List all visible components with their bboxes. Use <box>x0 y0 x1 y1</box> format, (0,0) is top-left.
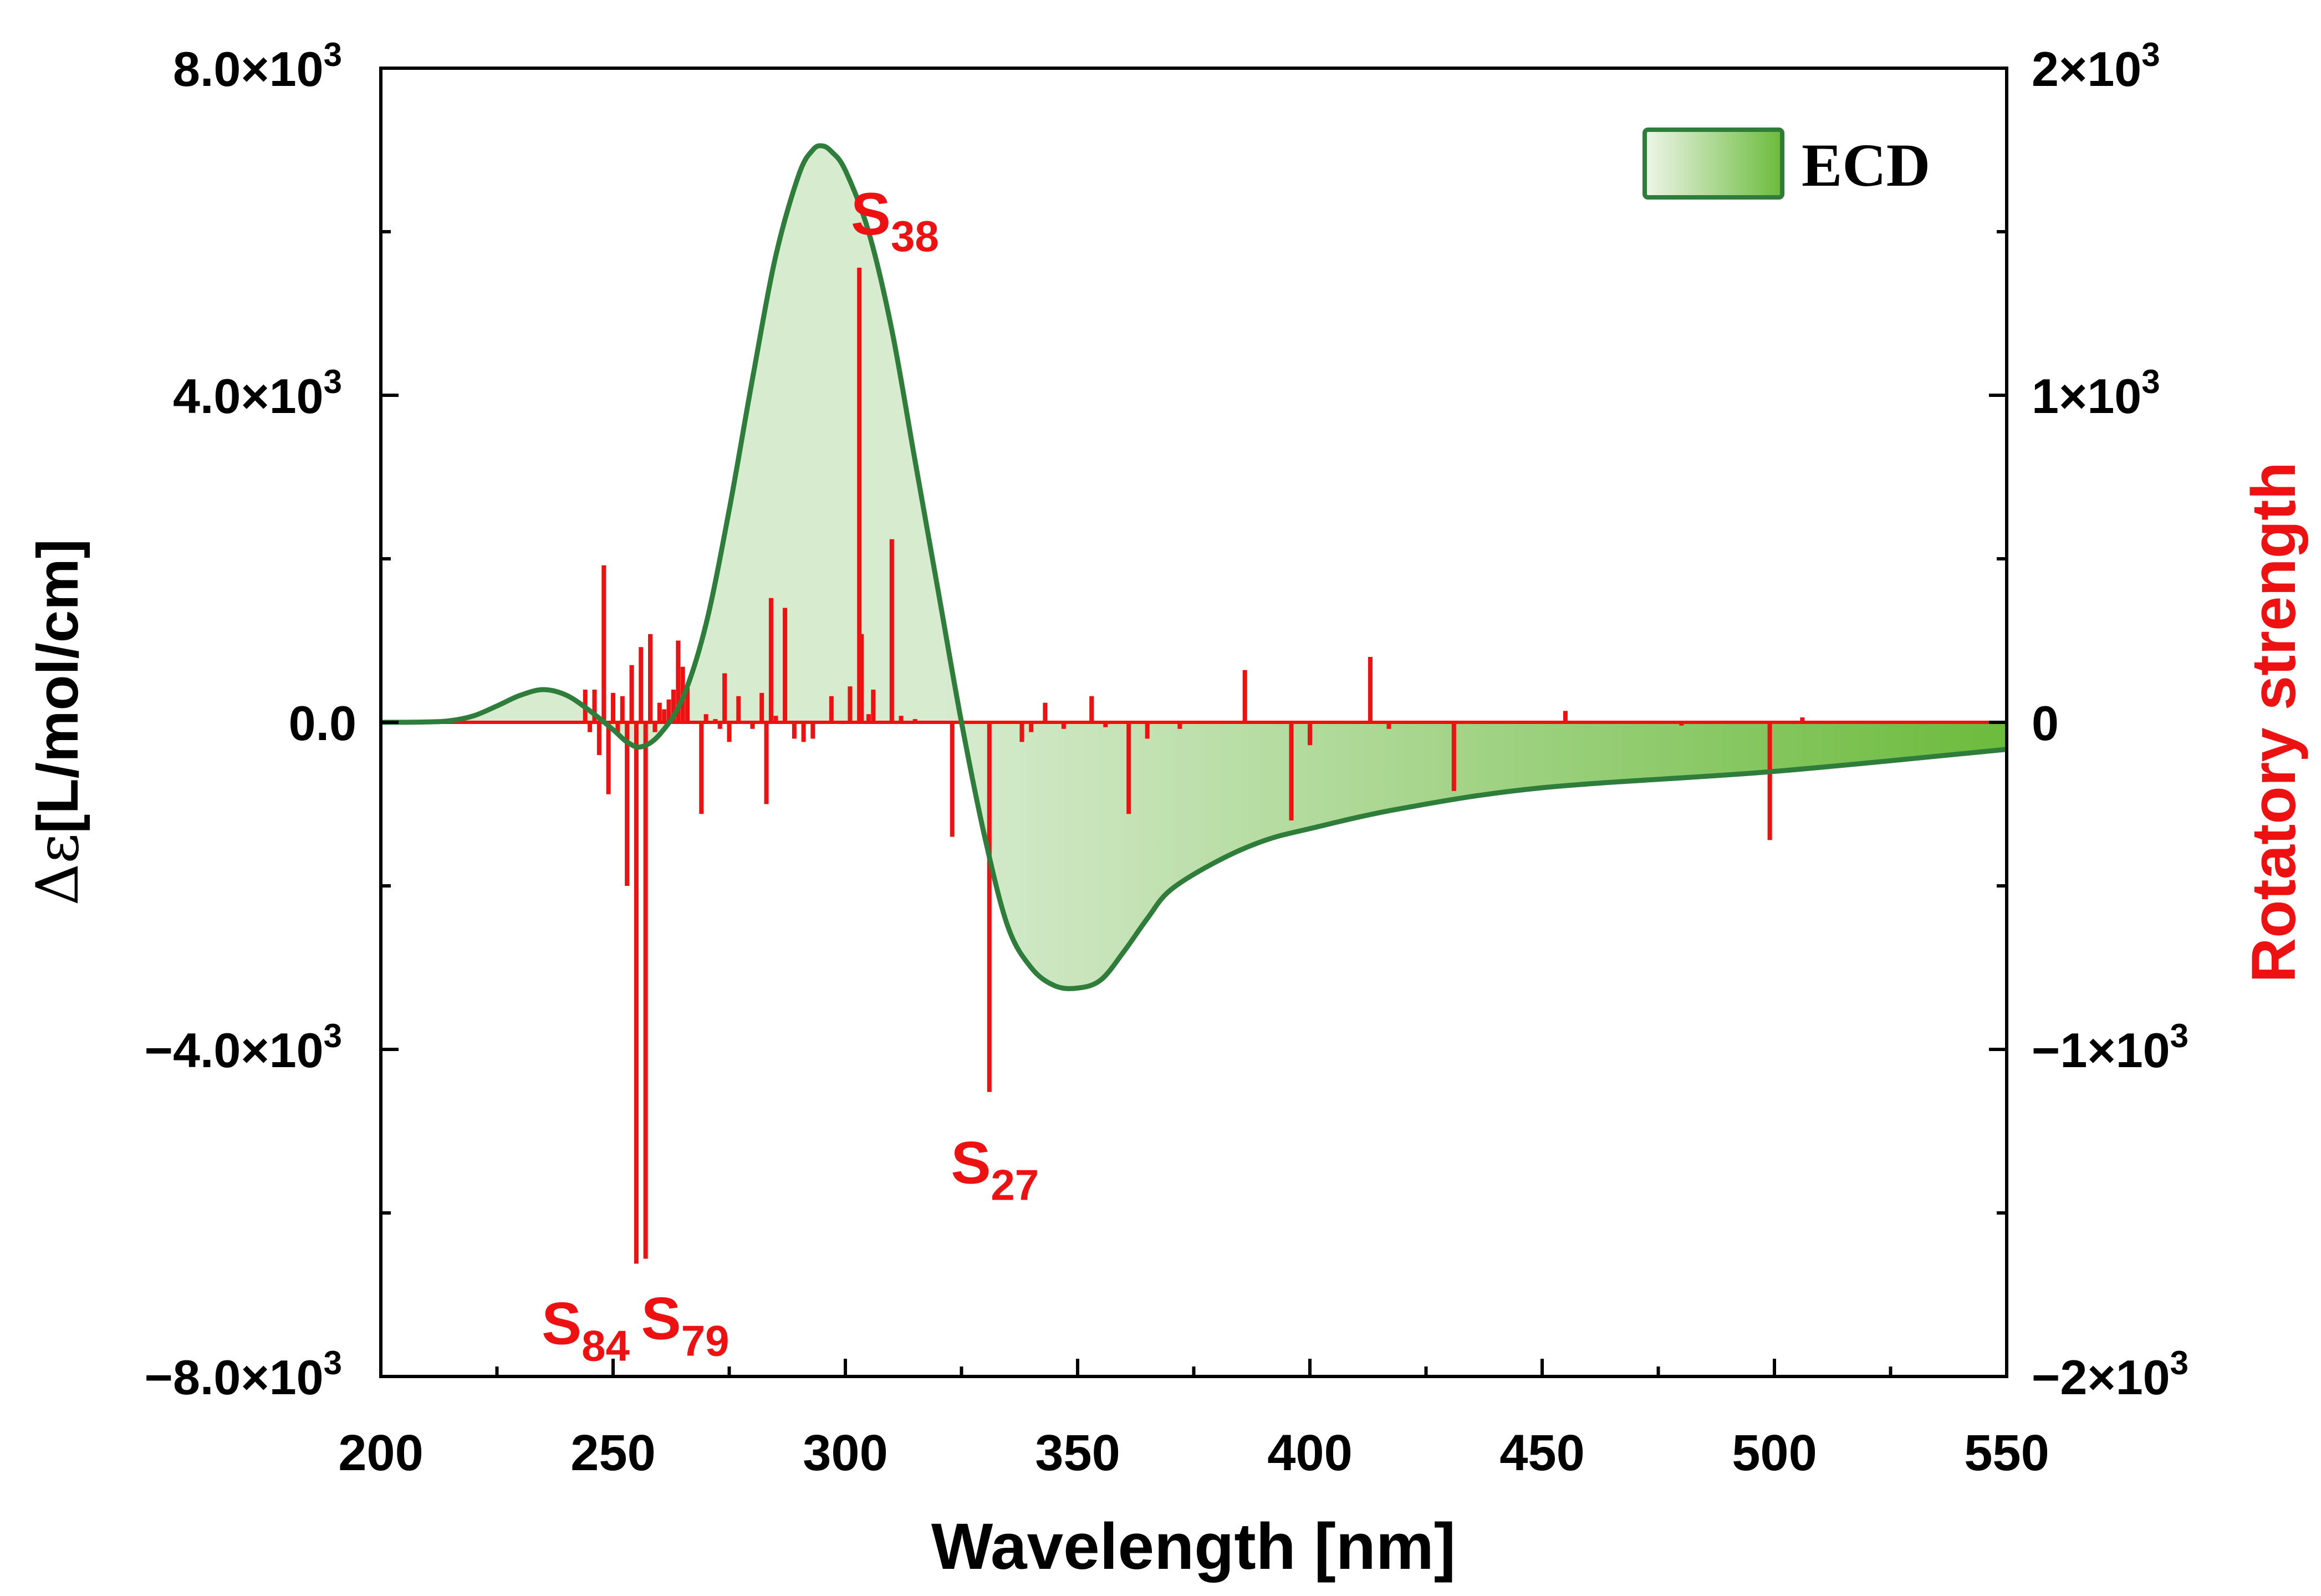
right-tick-label: −1×103 <box>2032 1017 2189 1078</box>
right-tick-label-exponent: 3 <box>2170 1017 2189 1054</box>
right-axis-title: Rotatory strength <box>2239 462 2308 983</box>
left-tick-label-mantissa: 0.0 <box>289 696 356 751</box>
annotation-base: S <box>951 1129 991 1196</box>
right-tick-label: 1×103 <box>2032 363 2160 424</box>
x-tick-label: 250 <box>570 1425 656 1481</box>
right-tick-label-mantissa: −2×10 <box>2032 1350 2170 1405</box>
annotation-subscript: 27 <box>991 1161 1039 1210</box>
left-tick-label-mantissa: −4.0×10 <box>145 1023 324 1078</box>
left-axis-title-unit: [L/mol/cm] <box>25 539 90 833</box>
left-axis-title-symbol: Δε <box>24 833 91 905</box>
right-tick-label: −2×103 <box>2032 1344 2189 1405</box>
annotation-subscript: 84 <box>581 1321 630 1370</box>
right-tick-label-exponent: 3 <box>2141 36 2160 73</box>
annotation-base: S <box>851 180 891 247</box>
x-tick-label: 200 <box>338 1425 424 1481</box>
annotation-base: S <box>542 1289 581 1357</box>
left-tick-label: 4.0×103 <box>173 363 342 424</box>
left-tick-label-mantissa: −8.0×10 <box>145 1350 324 1405</box>
annotation-s79: S79 <box>641 1285 730 1365</box>
left-tick-label: −4.0×103 <box>145 1017 342 1078</box>
legend-swatch <box>1642 128 1784 200</box>
right-tick-label: 0 <box>2032 696 2059 751</box>
left-tick-label-mantissa: 8.0×10 <box>173 42 324 96</box>
x-tick-label: 300 <box>803 1425 888 1481</box>
left-tick-label-exponent: 3 <box>324 363 342 400</box>
x-axis-ticks: 200 250 300 350 400 450 500 550 <box>338 1359 2049 1481</box>
legend-label: ECD <box>1802 131 1930 199</box>
ecd-area-fill <box>381 145 2007 989</box>
left-tick-label-exponent: 3 <box>324 36 342 73</box>
legend: ECD <box>1642 128 1930 200</box>
left-tick-label: 0.0 <box>289 696 356 751</box>
left-tick-label-exponent: 3 <box>324 1344 342 1381</box>
annotation-s38: S38 <box>851 180 939 261</box>
annotation-s27: S27 <box>951 1129 1039 1210</box>
left-tick-label-exponent: 3 <box>324 1017 342 1054</box>
right-tick-label-mantissa: 1×10 <box>2032 369 2141 424</box>
x-tick-label: 550 <box>1964 1425 2049 1481</box>
x-tick-label: 450 <box>1499 1425 1585 1481</box>
annotation-subscript: 38 <box>891 212 939 261</box>
x-tick-label: 500 <box>1732 1425 1817 1481</box>
annotation-subscript: 79 <box>681 1317 730 1365</box>
left-tick-label-mantissa: 4.0×10 <box>173 369 324 424</box>
right-tick-label-exponent: 3 <box>2170 1344 2189 1381</box>
right-tick-label-exponent: 3 <box>2141 363 2160 400</box>
right-tick-label-mantissa: 2×10 <box>2032 42 2141 96</box>
x-tick-label: 400 <box>1267 1425 1353 1481</box>
right-tick-label: 2×103 <box>2032 36 2160 96</box>
left-tick-label: 8.0×103 <box>173 36 342 96</box>
annotation-base: S <box>641 1285 681 1352</box>
ecd-curve-line <box>381 143 2007 991</box>
left-tick-label: −8.0×103 <box>145 1344 342 1405</box>
annotation-s84: S84 <box>542 1289 630 1370</box>
left-axis-title: Δε[L/mol/cm] <box>24 539 91 905</box>
right-tick-label-mantissa: 0 <box>2032 696 2059 751</box>
right-tick-label-mantissa: −1×10 <box>2032 1023 2170 1078</box>
x-axis-title: Wavelength [nm] <box>931 1510 1456 1583</box>
x-tick-label: 350 <box>1035 1425 1120 1481</box>
